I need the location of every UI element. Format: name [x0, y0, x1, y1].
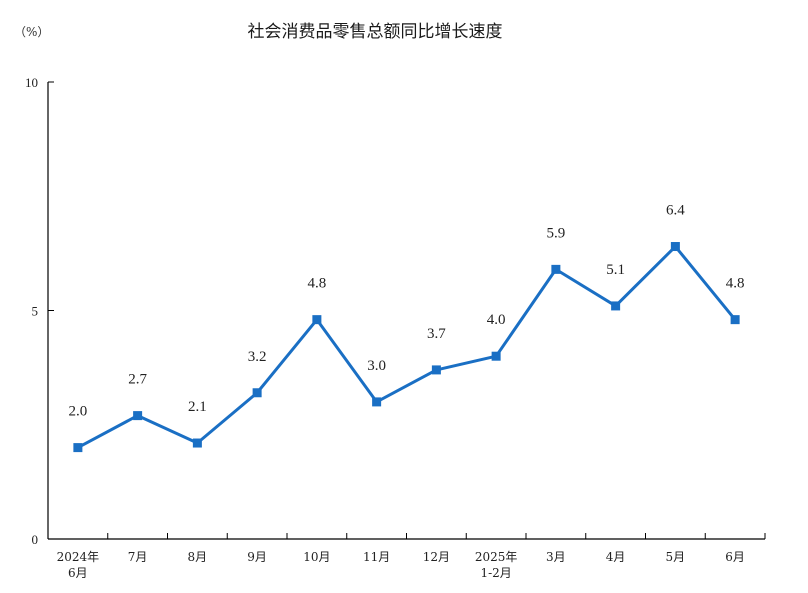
data-label: 2.7: [128, 372, 147, 388]
series-line: [77, 245, 737, 449]
data-point: [551, 264, 561, 274]
x-tick-label-line: 9月: [247, 550, 267, 564]
data-label: 2.1: [188, 399, 207, 415]
data-point: [611, 301, 621, 311]
y-tick-label: 10: [25, 75, 38, 90]
x-tick-label-line: 12月: [423, 550, 450, 564]
data-label: 4.0: [487, 312, 506, 328]
x-tick-label: 7月: [128, 550, 148, 564]
y-unit-label: （%）: [14, 25, 49, 39]
data-label: 5.1: [606, 262, 625, 278]
x-tick-label-line: 6月: [725, 550, 745, 564]
data-point: [312, 315, 322, 325]
data-point: [670, 242, 680, 252]
y-ticks: 0 5 10: [25, 75, 54, 547]
x-tick-label-line: 8月: [188, 550, 208, 564]
data-point: [133, 411, 143, 421]
data-point: [73, 443, 83, 453]
data-label: 4.8: [726, 276, 745, 292]
x-tick-label: 12月: [423, 550, 450, 564]
data-label: 5.9: [547, 225, 566, 241]
data-labels: 2.0 2.7 2.1 3.2 4.8 3.0 3.7 4.0 5.9 5.1 6.4 4.8: [69, 203, 745, 420]
y-tick-label: 5: [32, 304, 39, 319]
axes: [47, 82, 765, 540]
data-point: [252, 388, 262, 398]
x-tick-label-line: 6月: [68, 566, 88, 580]
chart-title: 社会消费品零售总额同比增长速度: [248, 22, 503, 42]
x-tick-label: 2025年 1-2月: [475, 550, 518, 580]
x-tick-label-line: 2024年: [57, 550, 100, 564]
x-tick-label: 5月: [666, 550, 686, 564]
x-tick-label-line: 7月: [128, 550, 148, 564]
x-tick-label-line: 10月: [303, 550, 330, 564]
x-tick-label-line: 11月: [363, 550, 390, 564]
data-label: 4.8: [308, 276, 327, 292]
x-tick-label: 8月: [188, 550, 208, 564]
x-tick-label: 9月: [247, 550, 267, 564]
data-point: [372, 397, 382, 407]
x-tick-label: 2024年 6月: [57, 550, 100, 580]
data-points: [73, 242, 740, 453]
x-tick-label: 3月: [546, 550, 566, 564]
x-tick-label: 4月: [606, 550, 626, 564]
data-label: 6.4: [666, 203, 685, 219]
data-label: 3.0: [367, 358, 386, 374]
x-tick-label: 6月: [725, 550, 745, 564]
data-point: [730, 315, 740, 325]
x-tick-label: 10月: [303, 550, 330, 564]
data-label: 3.7: [427, 326, 446, 342]
x-tick-label: 11月: [363, 550, 390, 564]
data-point: [491, 351, 501, 361]
x-tick-label-line: 4月: [606, 550, 626, 564]
x-tick-label-line: 3月: [546, 550, 566, 564]
x-tick-label-line: 5月: [666, 550, 686, 564]
x-tick-label-line: 1-2月: [480, 566, 511, 580]
data-point: [192, 438, 202, 448]
x-tick-label-line: 2025年: [475, 550, 518, 564]
data-label: 2.0: [69, 404, 88, 420]
data-point: [431, 365, 441, 375]
data-label: 3.2: [248, 349, 267, 365]
x-ticks: 2024年 6月 7月 8月 9月 10月 11月 12月 2025年 1-2月 3月 4月 5月 6月: [47, 533, 766, 580]
y-tick-label: 0: [32, 532, 39, 547]
